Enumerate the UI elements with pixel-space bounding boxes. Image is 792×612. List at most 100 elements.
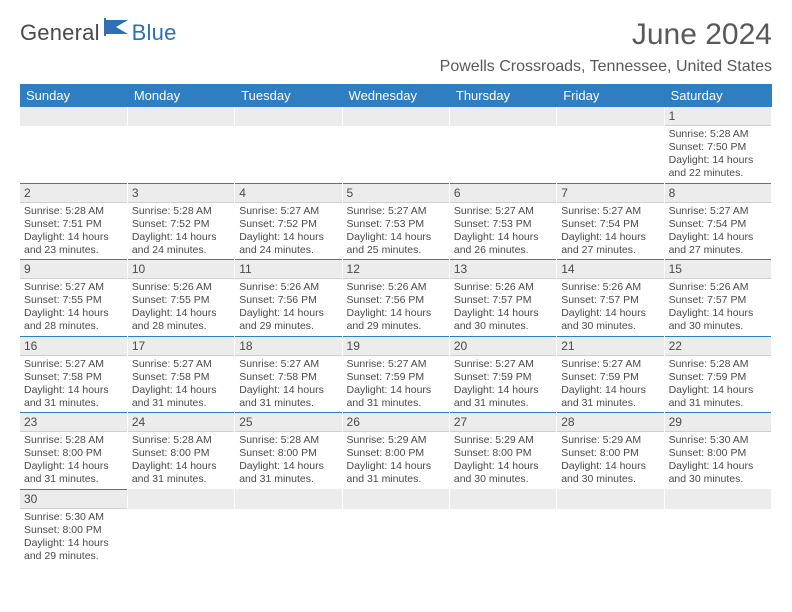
day-cell: 15Sunrise: 5:26 AMSunset: 7:57 PMDayligh… xyxy=(664,259,771,336)
day-cell: 6 Sunrise: 5:27 AMSunset: 7:53 PMDaylight… xyxy=(449,183,556,260)
day-detail-line: and 30 minutes. xyxy=(561,320,659,333)
day-detail-line: Daylight: 14 hours xyxy=(347,231,445,244)
day-number: 21 xyxy=(557,336,663,356)
day-detail-line: and 25 minutes. xyxy=(347,244,445,257)
empty-day-cell xyxy=(449,107,556,183)
day-detail-line: Sunset: 7:59 PM xyxy=(561,371,659,384)
empty-day-cell xyxy=(557,107,664,183)
day-number xyxy=(665,489,771,509)
day-detail-line: Sunrise: 5:28 AM xyxy=(669,358,767,371)
day-details: Sunrise: 5:27 AMSunset: 7:59 PMDaylight:… xyxy=(557,356,663,413)
day-cell: 13Sunrise: 5:26 AMSunset: 7:57 PMDayligh… xyxy=(449,259,556,336)
day-detail-line: Daylight: 14 hours xyxy=(24,307,123,320)
day-detail-line: Daylight: 14 hours xyxy=(24,231,123,244)
day-detail-line: and 31 minutes. xyxy=(24,397,123,410)
day-number: 24 xyxy=(128,412,234,432)
day-detail-line: Sunset: 7:52 PM xyxy=(132,218,230,231)
day-cell: 8Sunrise: 5:27 AMSunset: 7:54 PMDaylight… xyxy=(664,183,771,260)
day-number: 11 xyxy=(235,259,341,279)
empty-day-cell xyxy=(235,107,342,183)
day-number: 6 xyxy=(450,183,556,203)
day-detail-line: Daylight: 14 hours xyxy=(669,154,767,167)
day-number: 29 xyxy=(665,412,771,432)
day-detail-line: Sunrise: 5:27 AM xyxy=(239,205,337,218)
day-number xyxy=(343,489,449,509)
day-details: Sunrise: 5:28 AMSunset: 7:50 PMDaylight:… xyxy=(665,126,771,183)
calendar-week-row: 30Sunrise: 5:30 AMSunset: 8:00 PMDayligh… xyxy=(20,489,772,566)
day-detail-line: Sunrise: 5:27 AM xyxy=(24,281,123,294)
day-detail-line: Sunrise: 5:27 AM xyxy=(561,205,659,218)
day-details: Sunrise: 5:29 AMSunset: 8:00 PMDaylight:… xyxy=(557,432,663,489)
flag-icon xyxy=(104,18,130,41)
day-detail-line: Sunset: 7:59 PM xyxy=(347,371,445,384)
day-detail-line: Daylight: 14 hours xyxy=(561,460,659,473)
day-detail-line: Sunset: 7:53 PM xyxy=(454,218,552,231)
day-detail-line: Sunrise: 5:26 AM xyxy=(669,281,767,294)
day-detail-line: Sunrise: 5:28 AM xyxy=(24,434,123,447)
day-detail-line: and 24 minutes. xyxy=(239,244,337,257)
day-detail-line: Daylight: 14 hours xyxy=(132,384,230,397)
day-detail-line: Sunset: 7:54 PM xyxy=(669,218,767,231)
day-number: 23 xyxy=(20,412,127,432)
day-detail-line: Sunrise: 5:27 AM xyxy=(454,205,552,218)
day-details: Sunrise: 5:27 AMSunset: 7:54 PMDaylight:… xyxy=(665,203,771,260)
day-number: 28 xyxy=(557,412,663,432)
day-detail-line: Daylight: 14 hours xyxy=(347,460,445,473)
day-cell: 10Sunrise: 5:26 AMSunset: 7:55 PMDayligh… xyxy=(127,259,234,336)
day-detail-line: Sunset: 7:57 PM xyxy=(561,294,659,307)
weekday-header: Tuesday xyxy=(235,84,342,107)
day-detail-line: and 31 minutes. xyxy=(132,473,230,486)
top-bar: General Blue June 2024 Powells Crossroad… xyxy=(20,18,772,76)
day-detail-line: and 24 minutes. xyxy=(132,244,230,257)
day-detail-line: Sunrise: 5:30 AM xyxy=(24,511,123,524)
day-detail-line: and 29 minutes. xyxy=(24,550,123,563)
day-details: Sunrise: 5:27 AMSunset: 7:53 PMDaylight:… xyxy=(343,203,449,260)
day-number: 22 xyxy=(665,336,771,356)
day-detail-line: Sunrise: 5:27 AM xyxy=(669,205,767,218)
day-detail-line: Sunset: 7:55 PM xyxy=(24,294,123,307)
day-cell: 14Sunrise: 5:26 AMSunset: 7:57 PMDayligh… xyxy=(557,259,664,336)
day-cell: 12Sunrise: 5:26 AMSunset: 7:56 PMDayligh… xyxy=(342,259,449,336)
weekday-header: Wednesday xyxy=(342,84,449,107)
day-detail-line: Daylight: 14 hours xyxy=(454,231,552,244)
empty-day-cell xyxy=(449,489,556,566)
day-cell: 4Sunrise: 5:27 AMSunset: 7:52 PMDaylight… xyxy=(235,183,342,260)
day-details: Sunrise: 5:27 AMSunset: 7:58 PMDaylight:… xyxy=(128,356,234,413)
day-number: 25 xyxy=(235,412,341,432)
empty-day-cell xyxy=(664,489,771,566)
day-detail-line: Daylight: 14 hours xyxy=(454,460,552,473)
empty-day-cell xyxy=(342,107,449,183)
day-detail-line: Sunrise: 5:26 AM xyxy=(132,281,230,294)
weekday-header: Sunday xyxy=(20,84,127,107)
weekday-header: Monday xyxy=(127,84,234,107)
day-details: Sunrise: 5:27 AMSunset: 7:59 PMDaylight:… xyxy=(343,356,449,413)
day-detail-line: Sunset: 7:56 PM xyxy=(347,294,445,307)
day-detail-line: Daylight: 14 hours xyxy=(669,307,767,320)
day-details: Sunrise: 5:27 AMSunset: 7:54 PMDaylight:… xyxy=(557,203,663,260)
day-detail-line: Sunrise: 5:27 AM xyxy=(454,358,552,371)
day-detail-line: Daylight: 14 hours xyxy=(239,307,337,320)
empty-day-cell xyxy=(127,107,234,183)
day-details: Sunrise: 5:26 AMSunset: 7:55 PMDaylight:… xyxy=(128,279,234,336)
day-detail-line: Daylight: 14 hours xyxy=(239,231,337,244)
day-detail-line: Sunrise: 5:27 AM xyxy=(347,358,445,371)
day-number: 26 xyxy=(343,412,449,432)
day-detail-line: Daylight: 14 hours xyxy=(347,384,445,397)
day-detail-line: Sunset: 7:51 PM xyxy=(24,218,123,231)
calendar-week-row: 1Sunrise: 5:28 AMSunset: 7:50 PMDaylight… xyxy=(20,107,772,183)
day-detail-line: and 31 minutes. xyxy=(347,397,445,410)
day-detail-line: and 30 minutes. xyxy=(454,320,552,333)
day-detail-line: and 30 minutes. xyxy=(669,320,767,333)
day-detail-line: Sunrise: 5:30 AM xyxy=(669,434,767,447)
day-number: 3 xyxy=(128,183,234,203)
day-number xyxy=(128,489,234,509)
day-number xyxy=(343,107,449,126)
day-detail-line: and 31 minutes. xyxy=(454,397,552,410)
day-cell: 9Sunrise: 5:27 AMSunset: 7:55 PMDaylight… xyxy=(20,259,127,336)
day-cell: 20Sunrise: 5:27 AMSunset: 7:59 PMDayligh… xyxy=(449,336,556,413)
day-detail-line: Sunrise: 5:28 AM xyxy=(24,205,123,218)
day-detail-line: Sunrise: 5:29 AM xyxy=(561,434,659,447)
calendar-week-row: 16Sunrise: 5:27 AMSunset: 7:58 PMDayligh… xyxy=(20,336,772,413)
day-detail-line: Sunset: 8:00 PM xyxy=(24,447,123,460)
day-detail-line: Daylight: 14 hours xyxy=(239,460,337,473)
